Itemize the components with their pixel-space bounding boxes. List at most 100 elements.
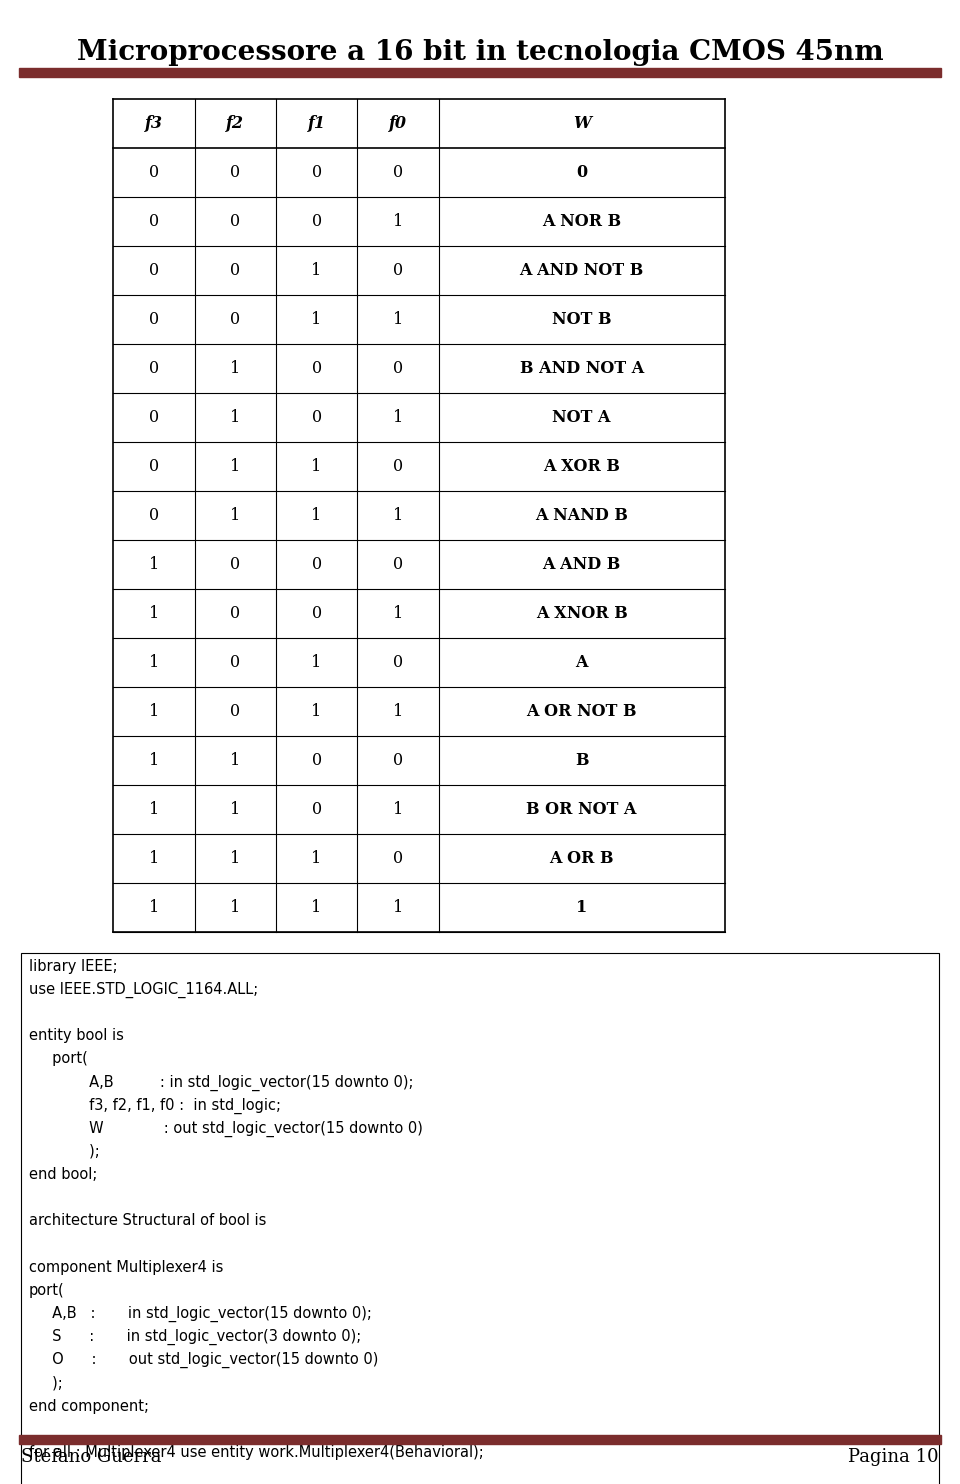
Text: 1: 1 [311, 703, 322, 720]
Text: W: W [573, 116, 590, 132]
Bar [21, 953, 939, 1484]
Text: 0: 0 [312, 801, 322, 818]
Text: 0: 0 [149, 459, 159, 475]
Text: f2: f2 [227, 116, 244, 132]
Text: 1: 1 [311, 312, 322, 328]
Text: 0: 0 [230, 263, 240, 279]
Text: f0: f0 [389, 116, 407, 132]
Text: 1: 1 [149, 556, 159, 573]
Text: S      :       in std_logic_vector(3 downto 0);: S : in std_logic_vector(3 downto 0); [29, 1330, 361, 1346]
Text: Microprocessore a 16 bit in tecnologia CMOS 45nm: Microprocessore a 16 bit in tecnologia C… [77, 39, 883, 65]
Text: 0: 0 [230, 654, 240, 671]
Text: 1: 1 [149, 654, 159, 671]
Text: 1: 1 [393, 410, 403, 426]
Text: for all : Multiplexer4 use entity work.Multiplexer4(Behavioral);: for all : Multiplexer4 use entity work.M… [29, 1445, 484, 1460]
Text: NOT B: NOT B [552, 312, 612, 328]
Text: 1: 1 [149, 801, 159, 818]
Text: A AND B: A AND B [542, 556, 621, 573]
Text: 1: 1 [149, 703, 159, 720]
Text: 0: 0 [230, 214, 240, 230]
Text: 1: 1 [393, 801, 403, 818]
Text: 1: 1 [311, 899, 322, 916]
Text: 1: 1 [393, 508, 403, 524]
Text: 1: 1 [149, 752, 159, 769]
Text: 0: 0 [149, 410, 159, 426]
Text: 0: 0 [230, 605, 240, 622]
Text: 1: 1 [311, 654, 322, 671]
Text: 1: 1 [230, 361, 240, 377]
Text: 0: 0 [393, 165, 403, 181]
Text: entity bool is: entity bool is [29, 1028, 124, 1043]
Text: 1: 1 [311, 459, 322, 475]
Text: );: ); [29, 1144, 100, 1159]
Text: B AND NOT A: B AND NOT A [519, 361, 644, 377]
Text: library IEEE;: library IEEE; [29, 959, 117, 974]
Text: 1: 1 [149, 899, 159, 916]
Text: port(: port( [29, 1282, 64, 1298]
Text: 1: 1 [576, 899, 588, 916]
Text: 1: 1 [393, 214, 403, 230]
Text: A: A [575, 654, 588, 671]
Text: 0: 0 [230, 312, 240, 328]
Text: 0: 0 [393, 752, 403, 769]
Text: 1: 1 [149, 605, 159, 622]
Text: f1: f1 [307, 116, 325, 132]
Text: architecture Structural of bool is: architecture Structural of bool is [29, 1214, 266, 1229]
Text: A NAND B: A NAND B [536, 508, 628, 524]
Text: 1: 1 [230, 899, 240, 916]
Text: O      :       out std_logic_vector(15 downto 0): O : out std_logic_vector(15 downto 0) [29, 1352, 378, 1368]
Text: A OR B: A OR B [549, 850, 614, 867]
Text: B OR NOT A: B OR NOT A [526, 801, 636, 818]
Text: Pagina 10: Pagina 10 [849, 1448, 939, 1466]
Text: A,B   :       in std_logic_vector(15 downto 0);: A,B : in std_logic_vector(15 downto 0); [29, 1306, 372, 1322]
Text: A XOR B: A XOR B [543, 459, 620, 475]
Text: f3, f2, f1, f0 :  in std_logic;: f3, f2, f1, f0 : in std_logic; [29, 1098, 280, 1114]
Text: 1: 1 [311, 508, 322, 524]
Text: 0: 0 [312, 165, 322, 181]
Text: use IEEE.STD_LOGIC_1164.ALL;: use IEEE.STD_LOGIC_1164.ALL; [29, 982, 258, 999]
Text: 1: 1 [311, 850, 322, 867]
Text: 0: 0 [312, 214, 322, 230]
Text: 0: 0 [393, 361, 403, 377]
Text: W             : out std_logic_vector(15 downto 0): W : out std_logic_vector(15 downto 0) [29, 1120, 422, 1137]
Text: component Multiplexer4 is: component Multiplexer4 is [29, 1260, 223, 1275]
Text: 0: 0 [230, 703, 240, 720]
Text: A NOR B: A NOR B [542, 214, 621, 230]
Text: 0: 0 [393, 459, 403, 475]
Text: A XNOR B: A XNOR B [536, 605, 628, 622]
Text: end component;: end component; [29, 1398, 149, 1414]
Text: 0: 0 [312, 556, 322, 573]
Text: port(: port( [29, 1051, 87, 1067]
Text: 1: 1 [393, 703, 403, 720]
Text: 0: 0 [230, 556, 240, 573]
Text: 0: 0 [576, 165, 588, 181]
Text: 0: 0 [149, 165, 159, 181]
Text: 0: 0 [393, 556, 403, 573]
Bar [19, 1435, 941, 1444]
Text: 1: 1 [230, 410, 240, 426]
Text: 1: 1 [230, 850, 240, 867]
Text: A AND NOT B: A AND NOT B [519, 263, 644, 279]
Text: 1: 1 [230, 801, 240, 818]
Text: 1: 1 [230, 508, 240, 524]
Text: 1: 1 [393, 605, 403, 622]
Text: 0: 0 [149, 361, 159, 377]
Text: 1: 1 [393, 899, 403, 916]
Text: Stefano Guerra: Stefano Guerra [21, 1448, 161, 1466]
Text: A,B          : in std_logic_vector(15 downto 0);: A,B : in std_logic_vector(15 downto 0); [29, 1074, 414, 1091]
Text: 0: 0 [393, 850, 403, 867]
Text: 0: 0 [149, 263, 159, 279]
Text: 1: 1 [149, 850, 159, 867]
Text: f3: f3 [145, 116, 163, 132]
Text: 0: 0 [312, 361, 322, 377]
Text: 0: 0 [393, 654, 403, 671]
Text: 1: 1 [230, 752, 240, 769]
Text: B: B [575, 752, 588, 769]
Text: 0: 0 [149, 312, 159, 328]
Text: );: ); [29, 1376, 62, 1391]
Text: 0: 0 [393, 263, 403, 279]
Text: A OR NOT B: A OR NOT B [526, 703, 636, 720]
Text: NOT A: NOT A [552, 410, 611, 426]
Text: 0: 0 [149, 508, 159, 524]
Text: 0: 0 [230, 165, 240, 181]
